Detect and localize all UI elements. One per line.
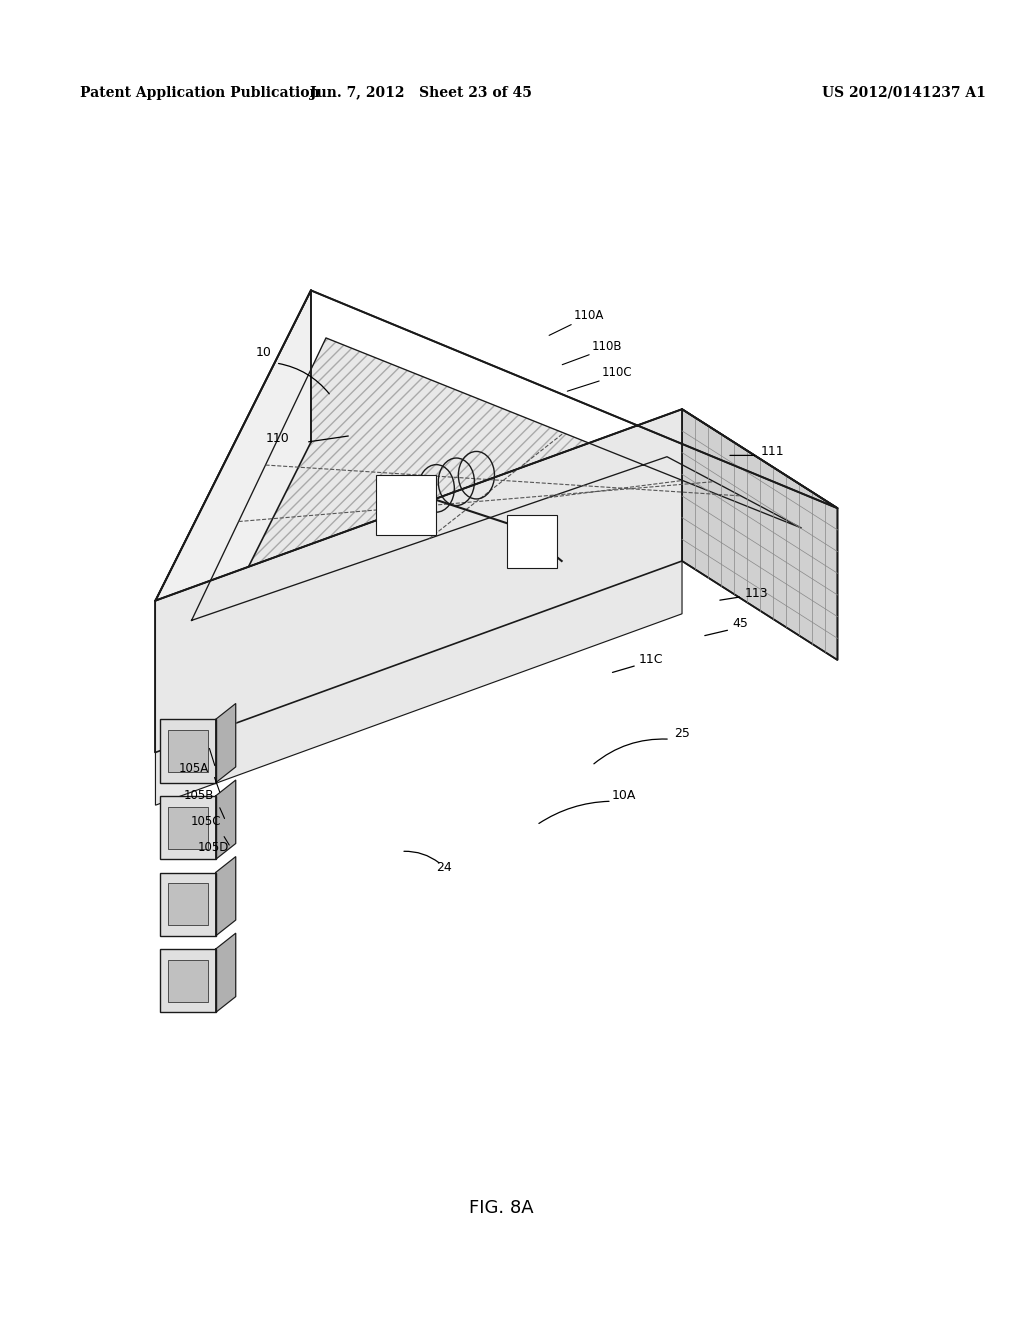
Text: Jun. 7, 2012   Sheet 23 of 45: Jun. 7, 2012 Sheet 23 of 45	[310, 86, 532, 100]
FancyBboxPatch shape	[169, 807, 208, 849]
Text: 110A: 110A	[573, 309, 604, 322]
FancyBboxPatch shape	[161, 719, 216, 783]
Text: 111: 111	[760, 445, 784, 458]
Text: 110B: 110B	[592, 339, 623, 352]
FancyBboxPatch shape	[376, 475, 436, 535]
Text: 105C: 105C	[190, 814, 221, 828]
Text: 25: 25	[674, 726, 690, 739]
Polygon shape	[156, 290, 311, 752]
Text: US 2012/0141237 A1: US 2012/0141237 A1	[822, 86, 986, 100]
Polygon shape	[216, 857, 236, 936]
Text: 110C: 110C	[602, 366, 633, 379]
Polygon shape	[216, 780, 236, 859]
FancyBboxPatch shape	[169, 730, 208, 772]
Polygon shape	[216, 933, 236, 1012]
Polygon shape	[156, 409, 682, 805]
Polygon shape	[682, 409, 838, 660]
Polygon shape	[216, 704, 236, 783]
FancyBboxPatch shape	[161, 796, 216, 859]
Polygon shape	[191, 338, 802, 620]
Text: 24: 24	[436, 861, 452, 874]
FancyBboxPatch shape	[169, 960, 208, 1002]
FancyBboxPatch shape	[169, 883, 208, 925]
Text: 110: 110	[266, 432, 290, 445]
FancyBboxPatch shape	[161, 873, 216, 936]
Text: 10: 10	[256, 346, 271, 359]
Text: 105A: 105A	[178, 762, 209, 775]
Text: FIG. 8A: FIG. 8A	[469, 1199, 534, 1217]
Text: 105D: 105D	[198, 841, 229, 854]
Text: 113: 113	[744, 586, 768, 599]
FancyBboxPatch shape	[161, 949, 216, 1012]
Text: Patent Application Publication: Patent Application Publication	[80, 86, 319, 100]
Text: 11C: 11C	[639, 652, 664, 665]
FancyBboxPatch shape	[507, 515, 557, 568]
Text: 105B: 105B	[183, 788, 214, 801]
Text: 10A: 10A	[611, 788, 636, 801]
Text: 45: 45	[732, 616, 749, 630]
